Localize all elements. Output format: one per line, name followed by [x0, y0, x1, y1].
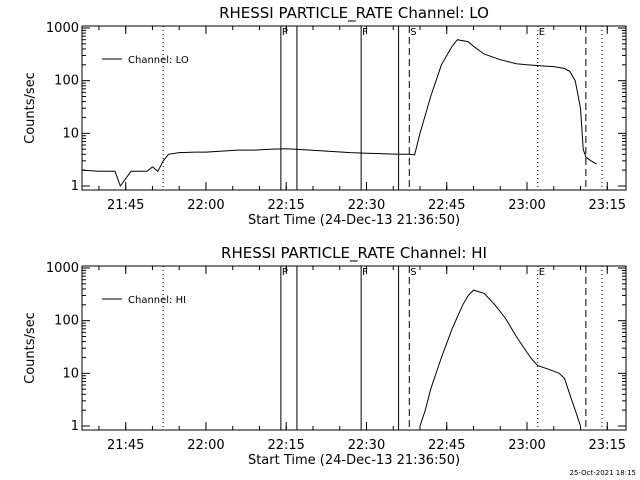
event-marker-label: S: [410, 27, 416, 38]
x-tick-label: 23:00: [508, 438, 545, 453]
x-tick-label: 21:45: [107, 198, 144, 213]
y-tick-label: 100: [54, 74, 79, 89]
y-tick-label: 1000: [46, 21, 79, 36]
x-tick-label: 23:15: [589, 198, 626, 213]
x-tick-label: 22:45: [428, 438, 465, 453]
x-tick-label: 22:00: [187, 438, 224, 453]
event-marker-label: S: [410, 267, 416, 278]
chart-panel-hi: RHESSI PARTICLE_RATE Channel: HI Counts/s…: [23, 244, 627, 468]
event-marker-label: F: [362, 267, 368, 278]
x-tick-label: 22:30: [348, 438, 385, 453]
chart-title: RHESSI PARTICLE_RATE Channel: LO: [219, 4, 489, 23]
event-marker-label: P: [282, 27, 288, 38]
x-tick-label: 22:15: [267, 198, 304, 213]
chart-title: RHESSI PARTICLE_RATE Channel: HI: [221, 244, 487, 263]
x-tick-label: 22:45: [428, 198, 465, 213]
x-axis-label: Start Time (24-Dec-13 21:36:50): [248, 453, 460, 468]
event-marker-label: F: [362, 27, 368, 38]
y-axis-label: Counts/sec: [23, 312, 38, 384]
x-tick-label: 21:45: [107, 438, 144, 453]
legend-label: Channel: LO: [128, 55, 189, 66]
event-marker-label: E: [539, 267, 545, 278]
x-axis-label: Start Time (24-Dec-13 21:36:50): [248, 213, 460, 228]
event-marker-label: E: [539, 27, 545, 38]
y-tick-label: 10: [62, 366, 79, 381]
y-tick-label: 1: [71, 179, 79, 194]
chart-panel-lo: RHESSI PARTICLE_RATE Channel: LO Counts/s…: [23, 4, 627, 228]
y-tick-label: 1: [71, 419, 79, 434]
x-tick-label: 23:00: [508, 198, 545, 213]
y-tick-label: 1000: [46, 261, 79, 276]
series-line: [419, 289, 581, 427]
x-tick-label: 22:15: [267, 438, 304, 453]
y-axis-label: Counts/sec: [23, 72, 38, 144]
footer-timestamp: 25-Oct-2021 18:15: [570, 469, 636, 477]
series-line: [81, 39, 597, 188]
x-tick-label: 22:30: [348, 198, 385, 213]
x-tick-label: 22:00: [187, 198, 224, 213]
legend-label: Channel: HI: [128, 295, 186, 306]
x-tick-label: 23:15: [589, 438, 626, 453]
event-marker-label: P: [282, 267, 288, 278]
y-tick-label: 10: [62, 126, 79, 141]
y-tick-label: 100: [54, 314, 79, 329]
